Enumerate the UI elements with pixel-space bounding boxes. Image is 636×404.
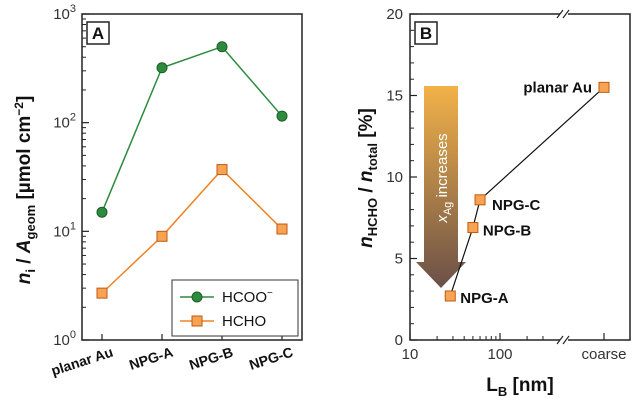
trend-line [449,86,605,297]
hcoo-point [96,206,108,218]
series-line-hcoo [101,45,283,213]
category-label: NPG-A [127,344,175,373]
panel-a-y-label: ni / Ageom [µmol cm−2] [12,96,38,285]
data-point [474,194,486,206]
panel-a-legend: HCOO− HCHO [171,279,299,337]
panel-b-y-label: nHCHO / ntotal [%] [356,108,380,248]
y-tick-label: 102 [53,112,76,132]
panel-a-frame [81,13,303,341]
y-tick-label: 20 [386,6,403,23]
x-tick-label: 100 [487,346,512,363]
y-tick-label: 5 [395,251,403,268]
point-label: NPG-A [460,290,509,307]
hcoo-point [216,41,228,53]
y-tick-label: 103 [53,3,76,23]
axis-break-bottom [556,335,570,345]
x-tick-label: 10 [402,346,419,363]
category-label: NPG-C [247,344,295,373]
arrow-label: xAg increases [434,133,454,223]
data-point [598,81,610,93]
axis-break-top [556,9,570,19]
y-tick-label: 10 [386,169,403,186]
hcoo-point [276,110,288,122]
hcho-point [276,223,288,235]
point-label: NPG-B [483,223,532,240]
hcho-point [96,287,108,299]
hcoo-point [156,62,168,74]
gradient-arrow [416,86,466,288]
panel-b-y-ticks: 0 5 10 15 20 [386,6,417,349]
data-point [444,290,456,302]
xag-increases-arrow: xAg increases [416,86,466,288]
category-label: NPG-B [187,344,235,373]
panel-b-label: B [420,24,432,43]
x-tick-label: coarse [581,346,626,363]
legend-hcoo-label: HCOO− [222,288,273,306]
legend-hcho-marker [191,315,203,327]
panel-b-x-label: LB [nm] [486,375,553,399]
y-tick-label: 100 [53,329,76,349]
panel-b-series: NPG-A NPG-B NPG-C planar Au [444,79,610,307]
data-point [467,222,479,234]
panel-a-series [96,41,288,299]
point-label: NPG-C [492,197,540,214]
panel-a-label: A [92,24,104,43]
panel-b-label-box [414,21,438,45]
legend-frame [171,279,299,337]
legend-hcoo-marker [191,291,203,303]
hcho-point [216,164,228,176]
panel-b: B 0 5 10 15 20 10 100 coarse xAg increases NPG… [356,6,631,399]
panel-a-y-ticks: 100 101 102 103 [53,3,89,349]
series-line-hcho [101,168,283,294]
panel-b-x-ticks: 10 100 coarse [402,333,627,363]
y-tick-label: 101 [53,220,76,240]
panel-a-label-box [86,21,110,45]
legend-hcho-label: HCHO [222,313,266,330]
y-tick-label: 15 [386,88,403,105]
y-tick-label: 0 [395,332,403,349]
point-label: planar Au [523,79,592,96]
hcho-point [156,230,168,242]
